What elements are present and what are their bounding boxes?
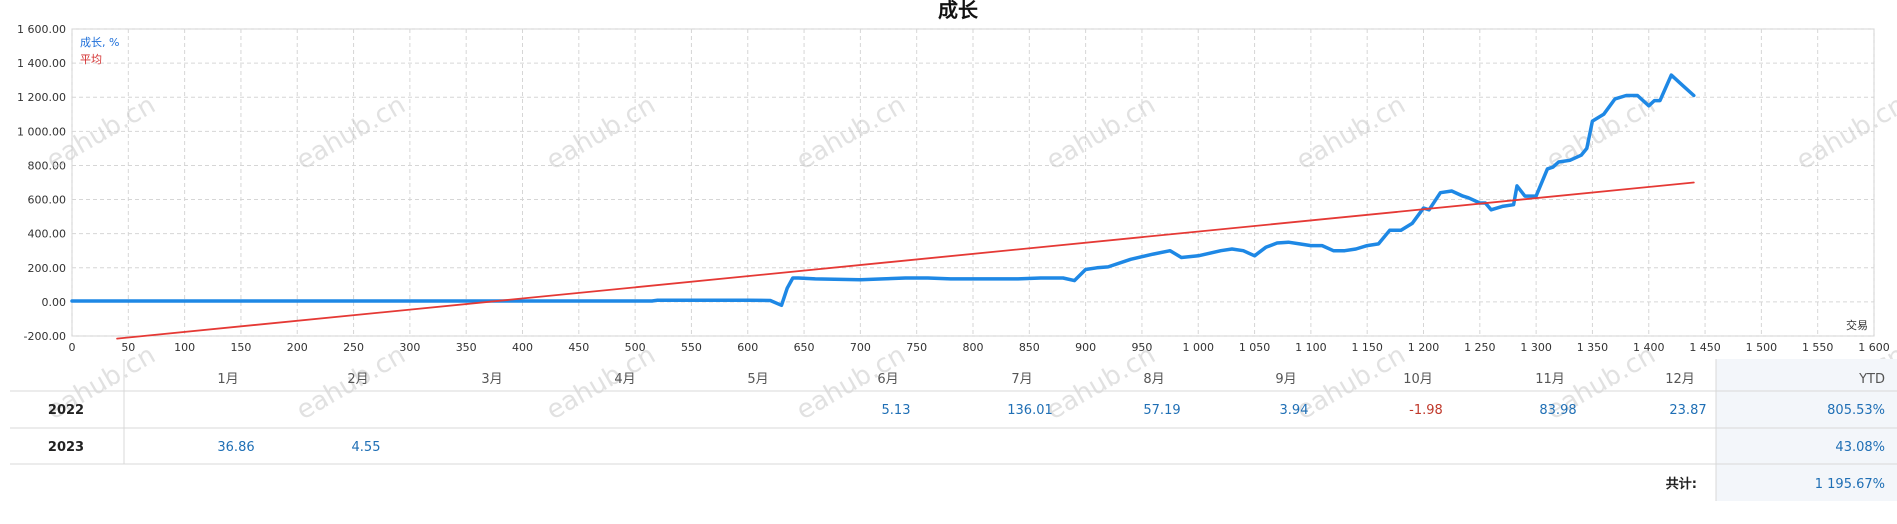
y-tick-label: 1 600.00 (17, 23, 66, 36)
x-tick-label: 1 250 (1464, 341, 1496, 354)
x-axis-label: 交易 (1846, 318, 1868, 332)
month-value: 36.86 (217, 440, 254, 455)
ytd-header: YTD (1858, 372, 1885, 387)
x-tick-label: 650 (794, 341, 815, 354)
y-tick-label: 600.00 (28, 194, 67, 207)
ytd-column-bg (1716, 359, 1897, 501)
y-tick-label: 0.00 (42, 296, 67, 309)
ytd-value: 43.08% (1835, 440, 1885, 455)
x-tick-label: 300 (399, 341, 420, 354)
month-header: 10月 (1403, 372, 1433, 387)
x-tick-label: 850 (1019, 341, 1040, 354)
x-tick-label: 1 300 (1520, 341, 1552, 354)
y-tick-label: 800.00 (28, 159, 67, 172)
watermark: eahub.cn (541, 340, 660, 426)
month-header: 3月 (481, 372, 502, 387)
x-tick-label: 950 (1131, 341, 1152, 354)
x-tick-label: 900 (1075, 341, 1096, 354)
x-tick-label: 700 (850, 341, 871, 354)
x-tick-label: 550 (681, 341, 702, 354)
x-tick-label: 750 (906, 341, 927, 354)
month-header: 4月 (614, 372, 635, 387)
month-header: 1月 (217, 372, 238, 387)
year-label: 2022 (48, 403, 84, 418)
total-value: 1 195.67% (1815, 477, 1885, 492)
average-line (116, 181, 1695, 340)
x-tick-label: 1 000 (1183, 341, 1215, 354)
series-layer (70, 73, 1696, 340)
month-value: 136.01 (1007, 403, 1053, 418)
x-tick-label: 1 500 (1746, 341, 1778, 354)
x-tick-label: 600 (737, 341, 758, 354)
month-header: 8月 (1143, 372, 1164, 387)
x-tick-label: 1 600 (1858, 341, 1890, 354)
legend-growth: 成长, % (80, 36, 119, 49)
x-tick-label: 1 550 (1802, 341, 1834, 354)
x-tick-label: 1 450 (1689, 341, 1721, 354)
x-tick-label: 350 (456, 341, 477, 354)
month-value: 83.98 (1539, 403, 1576, 418)
y-tick-label: -200.00 (24, 330, 66, 343)
y-tick-label: 200.00 (28, 262, 67, 275)
y-tick-label: 400.00 (28, 228, 67, 241)
x-tick-label: 1 400 (1633, 341, 1665, 354)
x-tick-label: 50 (121, 341, 135, 354)
table-cells: 1月 2月 3月 4月 5月 6月 7月 8月 9月 10月 11月 12月 YTD 2022 5.13 13… (48, 372, 1885, 492)
ytd-value: 805.53% (1827, 403, 1885, 418)
growth-line (70, 73, 1696, 308)
y-tick-label: 1 200.00 (17, 91, 66, 104)
y-tick-label: 1 400.00 (17, 57, 66, 70)
month-value: 4.55 (352, 440, 381, 455)
month-value: 5.13 (882, 403, 911, 418)
x-tick-label: 1 350 (1577, 341, 1609, 354)
chart-title: 成长 (938, 0, 979, 22)
year-label: 2023 (48, 440, 84, 455)
monthly-returns-table: 1月 2月 3月 4月 5月 6月 7月 8月 9月 10月 11月 12月 YTD 2022 5.13 13… (10, 359, 1897, 501)
month-header: 9月 (1275, 372, 1296, 387)
month-header: 6月 (877, 372, 898, 387)
month-value: 3.94 (1280, 403, 1309, 418)
x-tick-label: 1 150 (1351, 341, 1383, 354)
month-value: 23.87 (1669, 403, 1706, 418)
x-tick-label: 500 (625, 341, 646, 354)
x-tick-label: 0 (69, 341, 76, 354)
x-tick-label: 400 (512, 341, 533, 354)
x-axis-ticks: 0 50 100 150 200 250 300 350 400 450 500 550 600 650 7… (69, 341, 1890, 354)
total-label: 共计: (1666, 476, 1697, 492)
x-tick-label: 100 (174, 341, 195, 354)
x-tick-label: 450 (568, 341, 589, 354)
x-tick-label: 200 (287, 341, 308, 354)
legend-average: 平均 (80, 53, 102, 66)
grid-lines (71, 28, 1875, 337)
y-axis-ticks: -200.00 0.00 200.00 400.00 600.00 800.00 1 000… (17, 23, 66, 343)
x-tick-label: 150 (230, 341, 251, 354)
x-tick-label: 1 050 (1239, 341, 1271, 354)
month-header: 12月 (1665, 372, 1695, 387)
month-value: 57.19 (1143, 403, 1180, 418)
y-tick-label: 1 000.00 (17, 125, 66, 138)
x-tick-label: 250 (343, 341, 364, 354)
month-header: 2月 (347, 372, 368, 387)
month-value: -1.98 (1409, 403, 1443, 418)
month-header: 11月 (1535, 372, 1565, 387)
x-tick-label: 1 100 (1295, 341, 1327, 354)
x-tick-label: 1 200 (1408, 341, 1440, 354)
month-header: 7月 (1011, 372, 1032, 387)
x-tick-label: 800 (963, 341, 984, 354)
month-header: 5月 (747, 372, 768, 387)
